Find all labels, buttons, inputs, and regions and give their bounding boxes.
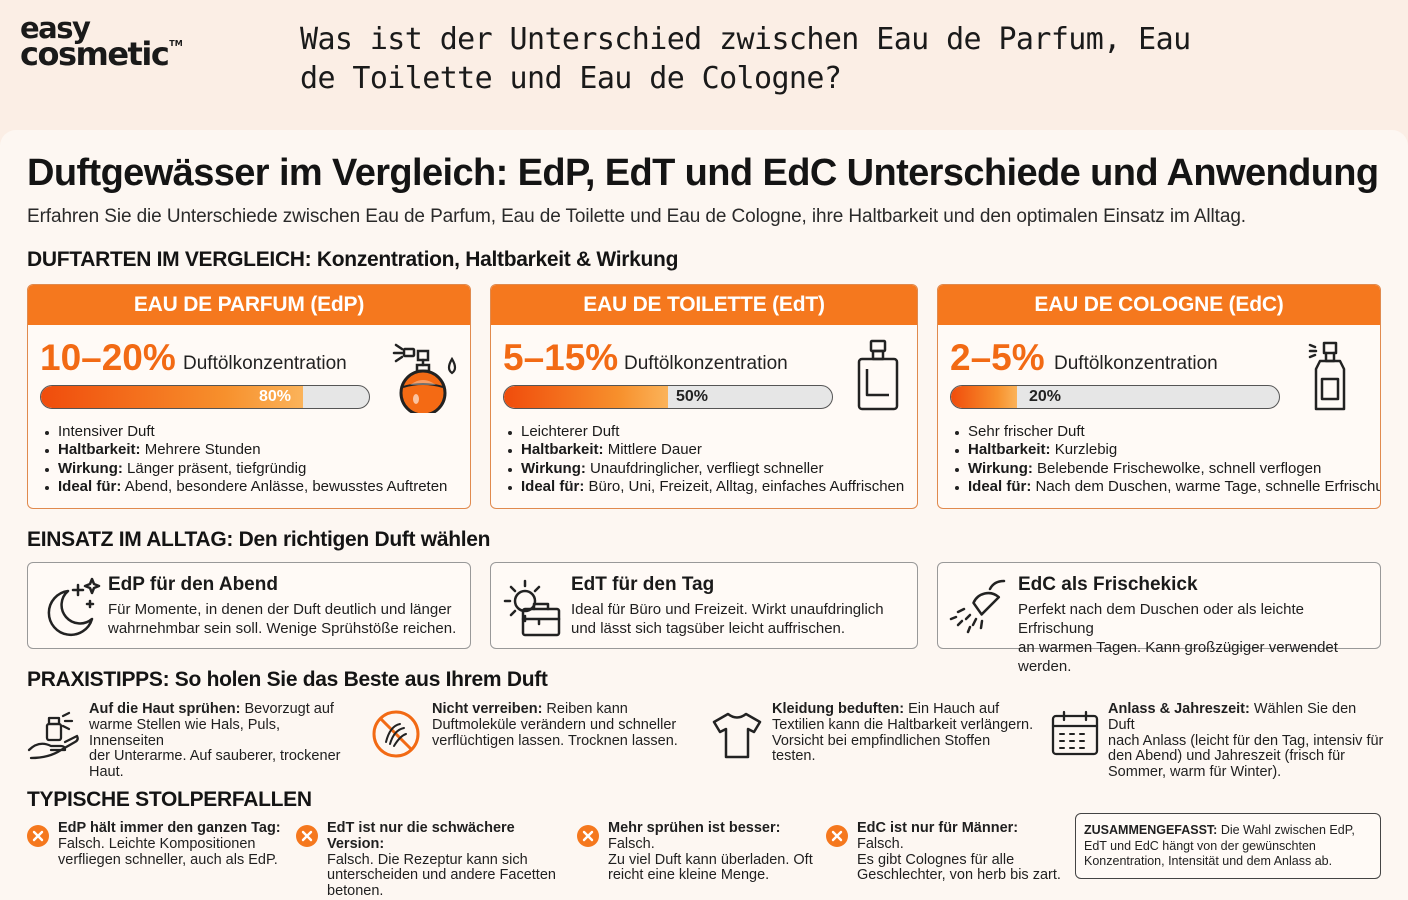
usage-title: EdC als Frischekick	[1018, 574, 1198, 595]
type-card-header: EAU DE TOILETTE (EdT)	[491, 285, 917, 325]
usage-title: EdP für den Abend	[108, 574, 278, 595]
concentration-bar-fill	[41, 386, 304, 408]
feature-item: Sehr frischer Duft	[954, 423, 1380, 441]
moon-stars-icon	[38, 577, 102, 644]
close-icon	[826, 825, 848, 847]
type-card-header: EAU DE PARFUM (EdP)	[28, 285, 470, 325]
type-card-header: EAU DE COLOGNE (EdC)	[938, 285, 1380, 325]
summary-text: Die Wahl zwischen EdP, EdT und EdC hängt…	[1084, 823, 1355, 868]
concentration-bar: 20%	[950, 385, 1280, 409]
usage-text: Perfekt nach dem Duschen oder als leicht…	[1018, 601, 1338, 675]
feature-item: Haltbarkeit: Mehrere Stunden	[44, 441, 447, 459]
tip-text: Kleidung beduften: Ein Hauch auf Textili…	[772, 701, 1034, 765]
infographic-subtitle: Erfahren Sie die Unterschiede zwischen E…	[27, 206, 1246, 227]
summary-box: ZUSAMMENGEFASST: Die Wahl zwischen EdP, …	[1075, 813, 1381, 879]
usage-card-day: EdT für den Tag Ideal für Büro und Freiz…	[490, 562, 918, 649]
usage-card-fresh: EdC als Frischekick Perfekt nach dem Dus…	[937, 562, 1381, 675]
concentration-value: 2–5%	[950, 337, 1045, 378]
close-icon	[27, 825, 49, 847]
feature-item: Ideal für: Nach dem Duschen, warme Tage,…	[954, 478, 1380, 496]
concentration-label: Duftölkonzentration	[183, 353, 347, 374]
feature-item: Ideal für: Abend, besondere Anlässe, bew…	[44, 478, 448, 496]
shower-icon	[948, 577, 1012, 644]
type-card-edp: EAU DE PARFUM (EdP) 10–20% Duftölkonzent…	[27, 284, 471, 509]
brand-logo[interactable]: easy cosmeticTM	[20, 11, 183, 73]
cologne-spray-icon	[1308, 339, 1352, 418]
feature-item: Ideal für: Büro, Uni, Freizeit, Alltag, …	[507, 478, 905, 496]
logo-line-2: cosmeticTM	[20, 34, 183, 73]
feature-item: Haltbarkeit: Mittlere Dauer	[507, 441, 904, 459]
concentration-bar-fill	[951, 386, 1017, 408]
close-icon	[296, 825, 318, 847]
toilette-bottle-icon	[853, 339, 903, 418]
feature-list: Intensiver Duft Haltbarkeit: Mehrere Stu…	[44, 423, 448, 497]
usage-card-evening: EdP für den Abend Für Momente, in denen …	[27, 562, 471, 649]
trap-text: EdT ist nur die schwächere Version: Falsc…	[327, 820, 556, 900]
calendar-icon	[1050, 710, 1100, 763]
page-question: Was ist der Unterschied zwischen Eau de …	[300, 22, 1191, 96]
infographic-card	[0, 130, 1408, 900]
sun-briefcase-icon	[501, 577, 565, 644]
concentration-value: 10–20%	[40, 337, 176, 378]
concentration-label: Duftölkonzentration	[624, 353, 788, 374]
tip-text: Nicht verreiben: Reiben kann Duftmolekül…	[432, 701, 678, 749]
trap-text: EdC ist nur für Männer: Falsch. Es gibt C…	[857, 820, 1061, 884]
tip-text: Anlass & Jahreszeit: Wählen Sie den Duft…	[1108, 701, 1384, 781]
concentration-bar-label: 80%	[259, 388, 292, 405]
feature-item: Intensiver Duft	[44, 423, 447, 441]
perfume-bottle-icon	[390, 341, 462, 418]
close-icon	[577, 825, 599, 847]
type-card-edt: EAU DE TOILETTE (EdT) 5–15% Duftölkonzen…	[490, 284, 918, 509]
concentration-label: Duftölkonzentration	[1054, 353, 1218, 374]
feature-item: Wirkung: Belebende Frischewolke, schnell…	[954, 460, 1380, 478]
concentration-bar: 50%	[503, 385, 833, 409]
feature-item: Wirkung: Unaufdringlicher, verfliegt sch…	[507, 460, 904, 478]
feature-list: Sehr frischer Duft Haltbarkeit: Kurzlebi…	[954, 423, 1380, 497]
section-title-usage: EINSATZ IM ALLTAG: Den richtigen Duft wä…	[27, 528, 491, 551]
section-title-tips: PRAXISTIPPS: So holen Sie das Beste aus …	[27, 668, 548, 691]
feature-list: Leichterer Duft Haltbarkeit: Mittlere Da…	[507, 423, 905, 497]
concentration-bar-label: 20%	[1029, 388, 1062, 405]
summary-label: ZUSAMMENGEFASST:	[1084, 823, 1218, 837]
usage-text: Für Momente, in denen der Duft deutlich …	[108, 601, 457, 637]
feature-item: Wirkung: Länger präsent, tiefgründig	[44, 460, 447, 478]
feature-item: Leichterer Duft	[507, 423, 904, 441]
trap-text: Mehr sprühen ist besser: Falsch. Zu viel …	[608, 820, 813, 884]
usage-title: EdT für den Tag	[571, 574, 715, 595]
concentration-value: 5–15%	[503, 337, 619, 378]
tshirt-icon	[710, 710, 764, 765]
concentration-bar-fill	[504, 386, 668, 408]
tip-text: Auf die Haut sprühen: Bevorzugt auf warm…	[89, 701, 341, 781]
top-bar: easy cosmeticTM Was ist der Unterschied …	[0, 0, 1408, 130]
concentration-bar: 80%	[40, 385, 370, 409]
no-rubbing-icon	[370, 708, 422, 765]
section-title-traps: TYPISCHE STOLPERFALLEN	[27, 788, 312, 811]
type-card-edc: EAU DE COLOGNE (EdC) 2–5% Duftölkonzentr…	[937, 284, 1381, 509]
feature-item: Haltbarkeit: Kurzlebig	[954, 441, 1380, 459]
logo-line-1: easy	[20, 11, 91, 45]
concentration-bar-label: 50%	[676, 388, 709, 405]
section-title-comparison: DUFTARTEN IM VERGLEICH: Konzentration, H…	[27, 248, 679, 271]
infographic-title: Duftgewässer im Vergleich: EdP, EdT und …	[27, 152, 1379, 194]
spray-hand-icon	[27, 708, 81, 767]
usage-text: Ideal für Büro und Freizeit. Wirkt unauf…	[571, 601, 884, 637]
trap-text: EdP hält immer den ganzen Tag: Falsch. Le…	[58, 820, 281, 868]
